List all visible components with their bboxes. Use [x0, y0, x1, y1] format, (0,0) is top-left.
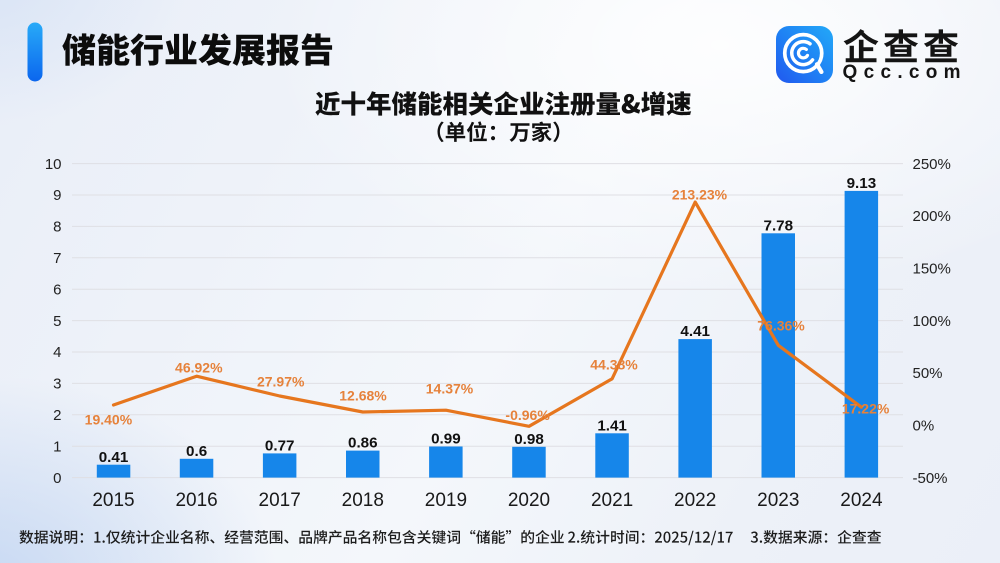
svg-text:27.97%: 27.97% — [257, 374, 305, 390]
svg-text:14.37%: 14.37% — [426, 380, 474, 396]
svg-text:3: 3 — [53, 376, 61, 393]
svg-text:0.99: 0.99 — [431, 431, 461, 448]
svg-text:44.38%: 44.38% — [590, 357, 638, 373]
svg-text:0.86: 0.86 — [348, 435, 378, 452]
svg-text:12.68%: 12.68% — [339, 387, 387, 403]
svg-text:2019: 2019 — [425, 490, 467, 511]
svg-text:100%: 100% — [913, 313, 951, 330]
svg-text:1.41: 1.41 — [597, 417, 627, 434]
svg-text:250%: 250% — [913, 156, 951, 173]
svg-text:-50%: -50% — [913, 470, 948, 487]
svg-text:10: 10 — [45, 156, 62, 173]
svg-text:7.78: 7.78 — [764, 217, 794, 234]
svg-text:0.6: 0.6 — [186, 443, 207, 460]
svg-text:0%: 0% — [913, 418, 935, 435]
svg-text:50%: 50% — [913, 365, 943, 382]
svg-text:0.98: 0.98 — [514, 431, 544, 448]
svg-text:200%: 200% — [913, 208, 951, 225]
svg-text:9: 9 — [53, 187, 61, 204]
svg-text:76.36%: 76.36% — [757, 318, 805, 334]
svg-text:4.41: 4.41 — [680, 323, 710, 340]
svg-text:46.92%: 46.92% — [175, 360, 223, 376]
svg-text:2016: 2016 — [175, 490, 217, 511]
svg-text:2021: 2021 — [591, 490, 633, 511]
svg-text:150%: 150% — [913, 261, 951, 278]
svg-text:0: 0 — [53, 470, 61, 487]
svg-text:4: 4 — [53, 344, 61, 361]
svg-text:2022: 2022 — [674, 490, 716, 511]
svg-text:2020: 2020 — [508, 490, 550, 511]
svg-text:213.23%: 213.23% — [672, 187, 728, 203]
svg-text:-0.96%: -0.96% — [505, 407, 550, 423]
svg-text:2023: 2023 — [757, 490, 799, 511]
svg-text:5: 5 — [53, 313, 61, 330]
svg-text:7: 7 — [53, 250, 61, 267]
svg-text:6: 6 — [53, 281, 61, 298]
svg-text:2018: 2018 — [342, 490, 384, 511]
svg-text:Qcc.com: Qcc.com — [843, 62, 967, 83]
svg-text:17.22%: 17.22% — [842, 400, 890, 416]
svg-text:2: 2 — [53, 407, 61, 424]
svg-text:2017: 2017 — [259, 490, 301, 511]
svg-text:9.13: 9.13 — [847, 175, 877, 192]
svg-text:1: 1 — [53, 438, 61, 455]
svg-text:19.40%: 19.40% — [85, 412, 133, 428]
svg-text:0.41: 0.41 — [99, 449, 129, 466]
svg-text:2015: 2015 — [92, 490, 134, 511]
svg-text:2024: 2024 — [840, 490, 883, 511]
svg-text:8: 8 — [53, 219, 61, 236]
svg-text:0.77: 0.77 — [265, 438, 295, 455]
